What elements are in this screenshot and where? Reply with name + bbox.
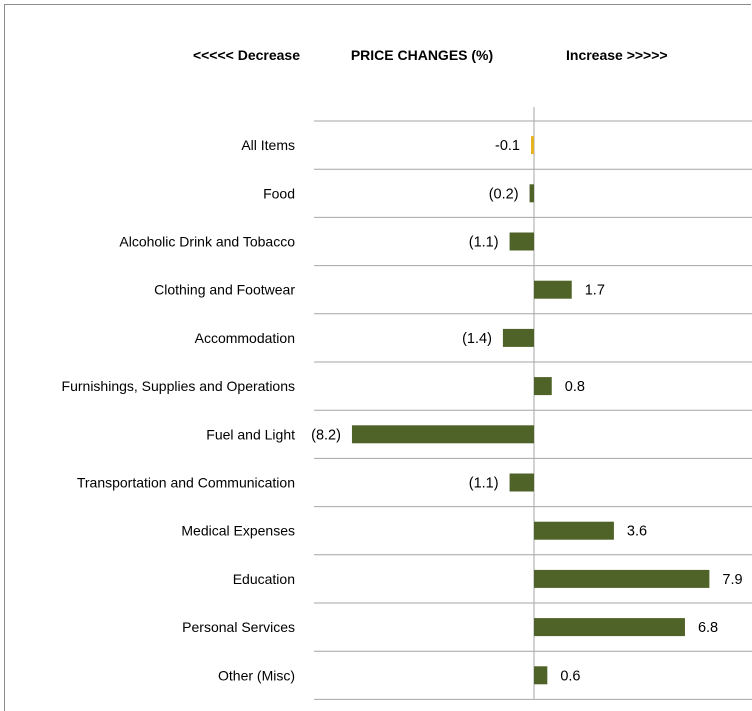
gridlines — [314, 107, 752, 700]
value-label: (1.1) — [469, 476, 499, 492]
category-label: Transportation and Communication — [77, 475, 295, 491]
increase-header: Increase >>>>> — [566, 47, 668, 63]
value-label: -0.1 — [495, 138, 520, 154]
value-label: (8.2) — [311, 427, 341, 443]
value-label: 3.6 — [627, 524, 647, 540]
category-label: Food — [263, 185, 295, 201]
value-label: 0.6 — [560, 668, 580, 684]
chart-title: PRICE CHANGES (%) — [351, 47, 493, 63]
category-label: Clothing and Footwear — [154, 282, 295, 298]
category-label: Personal Services — [182, 619, 295, 635]
bar — [509, 473, 534, 492]
value-label: 7.9 — [722, 572, 742, 588]
category-label: Other (Misc) — [218, 667, 295, 683]
value-label: (1.1) — [469, 235, 499, 251]
bar — [534, 280, 572, 299]
bar — [534, 666, 548, 685]
bar — [534, 618, 685, 637]
category-label: Furnishings, Supplies and Operations — [62, 378, 295, 394]
bar — [531, 136, 534, 155]
bar — [351, 425, 534, 444]
bars — [351, 136, 710, 685]
bar — [509, 232, 534, 251]
value-label: 0.8 — [565, 379, 585, 395]
bar — [534, 521, 614, 540]
labels: All Items -0.1 Food (0.2) Alcoholic Drink an… — [62, 137, 743, 684]
value-label: 1.7 — [585, 283, 605, 299]
value-label: 6.8 — [698, 620, 718, 636]
value-label: (1.4) — [462, 331, 492, 347]
chart-frame — [4, 4, 751, 711]
decrease-header: <<<<< Decrease — [193, 47, 300, 63]
category-label: Fuel and Light — [206, 426, 295, 442]
category-label: Accommodation — [195, 330, 295, 346]
category-label: All Items — [241, 137, 295, 153]
bar — [502, 328, 534, 347]
bar — [534, 569, 710, 588]
bar — [529, 184, 534, 203]
category-label: Education — [233, 571, 295, 587]
category-label: Medical Expenses — [181, 523, 295, 539]
value-label: (0.2) — [489, 186, 519, 202]
category-label: Alcoholic Drink and Tobacco — [119, 234, 295, 250]
bar — [534, 377, 552, 396]
